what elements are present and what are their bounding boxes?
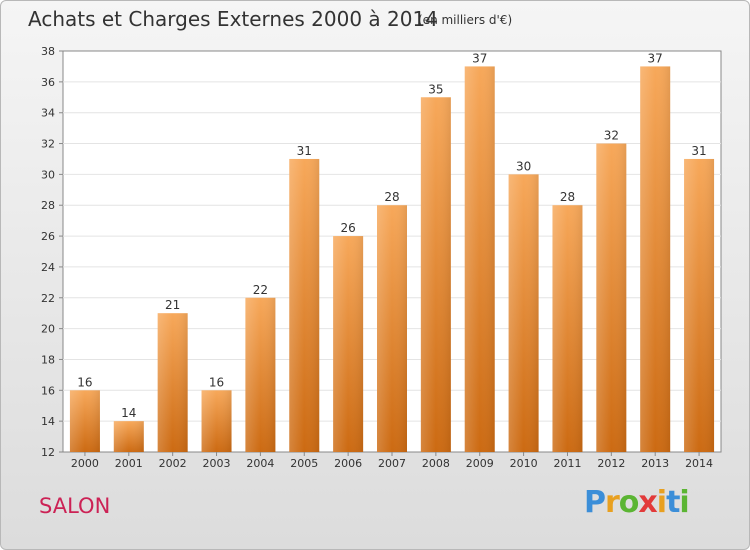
logo-letter: o (618, 485, 640, 520)
proxiti-logo: Proxiti (584, 485, 690, 520)
x-tick-label: 2002 (159, 457, 187, 470)
x-tick-label: 2009 (466, 457, 494, 470)
data-label: 37 (648, 51, 663, 65)
y-tick-label: 28 (41, 199, 55, 212)
bar-shade (596, 143, 627, 453)
y-tick-label: 26 (41, 230, 55, 243)
bar-shade (245, 297, 276, 452)
data-label: 37 (472, 51, 487, 65)
x-tick-label: 2007 (378, 457, 406, 470)
bar-shade (377, 205, 407, 452)
chart-title: Achats et Charges Externes 2000 à 2014 (28, 7, 438, 31)
data-label: 28 (560, 190, 575, 204)
data-label: 31 (691, 144, 706, 158)
bar-shade (333, 236, 364, 452)
y-tick-label: 32 (41, 138, 55, 151)
y-tick-label: 24 (41, 261, 55, 274)
x-tick-label: 2011 (553, 457, 581, 470)
logo-letter: i (656, 485, 667, 520)
data-label: 26 (340, 221, 355, 235)
bar-shade (464, 66, 495, 452)
x-tick-label: 2013 (641, 457, 669, 470)
place-name: SALON (39, 494, 111, 518)
bar-shade (289, 158, 320, 452)
data-label: 16 (209, 375, 224, 389)
logo-letter: r (605, 485, 620, 520)
data-label: 16 (77, 375, 92, 389)
x-tick-label: 2001 (115, 457, 143, 470)
x-tick-label: 2004 (246, 457, 274, 470)
data-label: 35 (428, 82, 443, 96)
logo-letter: x (638, 485, 657, 520)
y-tick-label: 36 (41, 76, 55, 89)
bar-shade (113, 421, 144, 452)
y-tick-label: 16 (41, 384, 55, 397)
x-tick-label: 2012 (597, 457, 625, 470)
data-label: 21 (165, 298, 180, 312)
x-tick-label: 2005 (290, 457, 318, 470)
data-label: 22 (253, 283, 268, 297)
logo-letter: P (584, 485, 606, 520)
y-tick-label: 22 (41, 292, 55, 305)
y-tick-label: 30 (41, 168, 55, 181)
y-tick-label: 18 (41, 353, 55, 366)
x-tick-label: 2008 (422, 457, 450, 470)
bar-shade (684, 158, 715, 452)
logo-letter: i (679, 485, 689, 520)
x-tick-label: 2003 (203, 457, 231, 470)
bar-shade (420, 97, 451, 453)
bar-shade (508, 174, 539, 452)
data-label: 14 (121, 406, 136, 420)
data-label: 32 (604, 129, 619, 143)
x-tick-label: 2000 (71, 457, 99, 470)
y-tick-label: 20 (41, 323, 55, 336)
x-tick-label: 2014 (685, 457, 713, 470)
bar-shade (69, 390, 100, 452)
chart-subtitle: (en milliers d'€) (418, 13, 513, 27)
bar-shade (157, 313, 188, 452)
x-tick-label: 2006 (334, 457, 362, 470)
logo-letter: t (666, 485, 680, 520)
bar-shade (201, 390, 232, 452)
data-label: 30 (516, 159, 531, 173)
bar-shade (552, 205, 583, 452)
x-tick-label: 2010 (510, 457, 538, 470)
bar-shade (640, 66, 671, 452)
y-tick-label: 38 (41, 45, 55, 58)
data-label: 28 (384, 190, 399, 204)
y-tick-label: 34 (41, 107, 55, 120)
y-tick-label: 14 (41, 415, 55, 428)
data-label: 31 (297, 144, 312, 158)
y-tick-label: 12 (41, 446, 55, 459)
